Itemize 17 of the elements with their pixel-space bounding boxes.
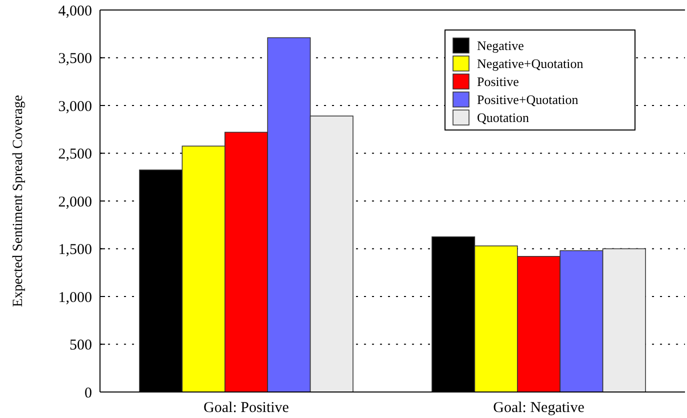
x-tick-label: Goal: Negative (493, 400, 585, 416)
legend-label: Positive (477, 74, 520, 89)
y-tick-label: 1,000 (58, 290, 92, 306)
y-tick-label: 4,000 (58, 3, 92, 20)
y-tick-label: 3,500 (58, 51, 92, 67)
x-tick-label: Goal: Positive (204, 400, 290, 416)
legend-label: Quotation (477, 110, 530, 125)
y-tick-label: 2,000 (58, 194, 92, 210)
y-tick-label: 1,500 (58, 242, 92, 258)
y-tick-label: 3,000 (58, 98, 92, 115)
legend-label: Negative (477, 38, 524, 53)
legend-label: Positive+Quotation (477, 92, 579, 107)
legend-label: Negative+Quotation (477, 56, 584, 71)
y-tick-label: 2,500 (58, 146, 92, 162)
y-axis-title: Expected Sentiment Spread Coverage (11, 95, 26, 307)
y-tick-label: 0 (84, 385, 92, 402)
y-tick-label: 500 (70, 338, 92, 354)
